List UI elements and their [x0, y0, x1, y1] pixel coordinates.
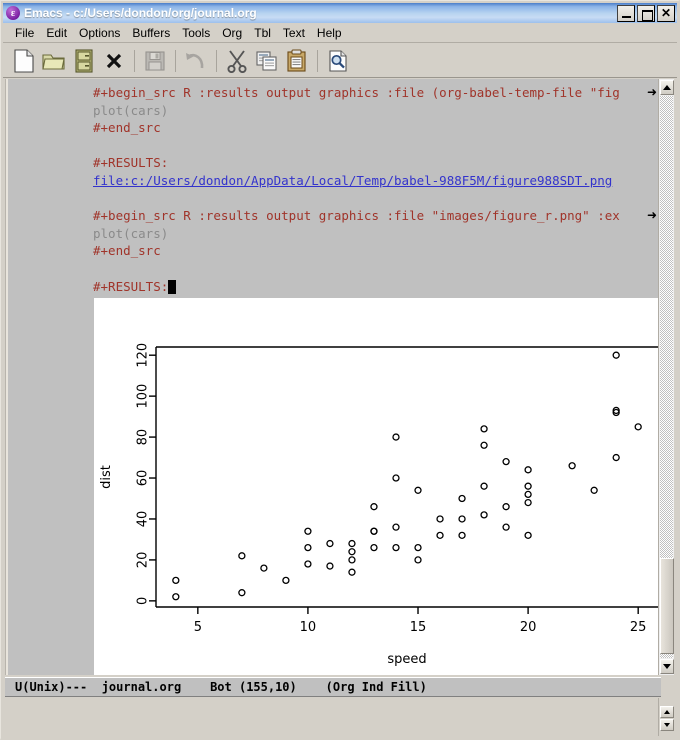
- scissors-cut-icon[interactable]: [222, 46, 252, 76]
- minimize-button[interactable]: [617, 4, 635, 22]
- menu-org[interactable]: Org: [222, 26, 243, 40]
- new-file-icon[interactable]: [9, 46, 39, 76]
- vertical-scrollbar[interactable]: [658, 79, 674, 675]
- svg-text:15: 15: [410, 620, 427, 635]
- svg-text:20: 20: [136, 552, 151, 569]
- svg-text:100: 100: [136, 384, 151, 409]
- echo-area: [5, 698, 661, 736]
- svg-text:dist: dist: [99, 465, 114, 489]
- code-line: plot(cars): [93, 102, 169, 118]
- scroll-down-button[interactable]: [660, 659, 674, 674]
- code-line: #+begin_src R :results output graphics :…: [93, 208, 620, 224]
- tool-bar: [3, 44, 677, 78]
- toolbar-separator: [175, 49, 176, 72]
- save-disk-icon[interactable]: [140, 46, 170, 76]
- paste-clipboard-icon[interactable]: [282, 46, 312, 76]
- title-bar: ε Emacs - c:/Users/dondon/org/journal.or…: [3, 3, 677, 23]
- plot-image-cars-scatter: 0 20 40 60 80 100 120 5 10 15 20 25 speed dist: [94, 298, 661, 675]
- truncation-arrow-icon: ➜: [647, 85, 658, 99]
- cars-scatter-plot: 0 20 40 60 80 100 120 5 10 15 20 25 speed dist: [94, 298, 661, 675]
- menu-text[interactable]: Text: [282, 26, 305, 40]
- svg-text:40: 40: [136, 511, 151, 528]
- text-buffer[interactable]: #+begin_src R :results output graphics :…: [5, 79, 661, 675]
- svg-text:10: 10: [300, 620, 317, 635]
- left-fringe: [6, 79, 16, 675]
- svg-text:25: 25: [630, 620, 647, 635]
- menu-tools[interactable]: Tools: [182, 26, 211, 40]
- svg-text:20: 20: [520, 620, 537, 635]
- open-folder-icon[interactable]: [39, 46, 69, 76]
- code-line: plot(cars): [93, 225, 169, 241]
- maximize-button[interactable]: [637, 4, 655, 22]
- truncation-arrow-icon: ➜: [647, 208, 658, 222]
- scroll-up-button[interactable]: [660, 80, 674, 95]
- code-line: #+begin_src R :results output graphics :…: [93, 85, 620, 100]
- mini-scroll-up-button[interactable]: [660, 706, 674, 718]
- close-x-icon[interactable]: [99, 46, 129, 76]
- svg-text:speed: speed: [387, 652, 426, 667]
- window-title: Emacs - c:/Users/dondon/org/journal.org: [24, 6, 257, 20]
- menu-file[interactable]: File: [15, 26, 35, 40]
- close-button[interactable]: ✕: [657, 4, 675, 22]
- scrollbar-thumb[interactable]: [660, 558, 674, 654]
- code-line: #+end_src: [93, 120, 161, 136]
- scrollbar-track[interactable]: [660, 96, 673, 658]
- copy-icon[interactable]: [252, 46, 282, 76]
- svg-text:0: 0: [136, 597, 151, 605]
- minibuffer-scrollbar[interactable]: [658, 698, 674, 736]
- file-cabinet-icon[interactable]: [69, 46, 99, 76]
- undo-arrow-icon[interactable]: [181, 46, 211, 76]
- svg-text:60: 60: [136, 470, 151, 487]
- svg-text:80: 80: [136, 429, 151, 446]
- org-file-link[interactable]: file:c:/Users/dondon/AppData/Local/Temp/…: [93, 172, 613, 188]
- code-line: #+RESULTS:: [93, 155, 169, 171]
- menu-options[interactable]: Options: [79, 26, 121, 40]
- menu-buffers[interactable]: Buffers: [132, 26, 171, 40]
- mini-scroll-down-button[interactable]: [660, 719, 674, 731]
- toolbar-separator: [134, 49, 135, 72]
- code-line: #+end_src: [93, 243, 161, 259]
- menu-help[interactable]: Help: [316, 26, 342, 40]
- toolbar-separator: [216, 49, 217, 72]
- code-line: #+RESULTS:: [93, 278, 169, 294]
- org-source-text: #+begin_src R :results output graphics :…: [93, 84, 620, 295]
- menu-bar: File Edit Options Buffers Tools Org Tbl …: [3, 24, 677, 43]
- emacs-icon: ε: [6, 6, 20, 20]
- menu-tbl[interactable]: Tbl: [254, 26, 271, 40]
- text-cursor: [168, 279, 177, 294]
- mode-line: U(Unix)--- journal.org Bot (155,10) (Org…: [5, 677, 661, 697]
- svg-text:5: 5: [194, 620, 202, 635]
- menu-edit[interactable]: Edit: [46, 26, 68, 40]
- svg-text:120: 120: [136, 343, 151, 368]
- search-magnifier-icon[interactable]: [323, 46, 353, 76]
- toolbar-separator: [317, 49, 318, 72]
